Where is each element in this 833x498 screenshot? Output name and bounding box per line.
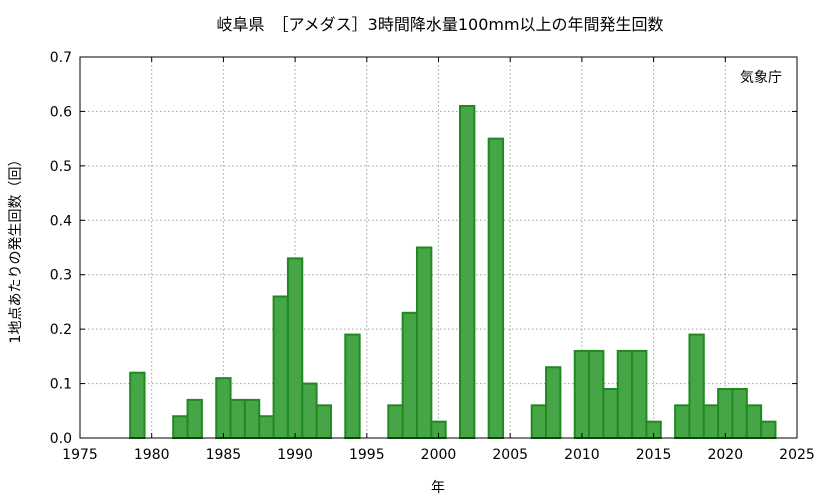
bar-2022: [745, 404, 763, 440]
y-tick-label: 0.5: [50, 159, 72, 175]
bar-2007: [530, 404, 548, 440]
bar-2014: [631, 349, 648, 439]
bars: [129, 104, 777, 440]
x-tick-label: 1990: [277, 447, 313, 463]
bar-2013: [616, 349, 634, 439]
x-tick-label: 2005: [492, 447, 528, 463]
bar-2004: [487, 137, 505, 439]
bar-1988: [258, 415, 275, 440]
x-tick-label: 2010: [564, 447, 600, 463]
chart-title: 岐阜県 ［アメダス］3時間降水量100mm以上の年間発生回数: [216, 15, 663, 34]
bar-2021: [731, 388, 748, 439]
bar-1997: [387, 404, 404, 440]
y-tick-label: 0.4: [50, 213, 72, 229]
y-tick-label: 0.0: [50, 431, 72, 447]
bar-2010: [573, 349, 591, 439]
bar-2017: [674, 404, 691, 440]
bar-1994: [344, 333, 361, 440]
y-tick-label: 0.3: [50, 268, 72, 284]
y-axis-label: 1地点あたりの発生回数（回）: [8, 153, 24, 344]
bar-2002: [459, 104, 476, 439]
bar-1999: [415, 246, 433, 439]
y-tick-label: 0.6: [50, 104, 72, 120]
bar-1991: [301, 382, 318, 440]
bar-1982: [172, 415, 189, 440]
bar-2012: [602, 388, 619, 439]
credit-label: 気象庁: [740, 70, 782, 86]
bar-1992: [315, 404, 332, 440]
bar-1985: [215, 377, 232, 439]
x-tick-label: 1975: [62, 447, 98, 463]
x-axis-ticks: 1975 1980 1985 1990 1995 2000 2005 2010 2015 2020…: [62, 57, 815, 463]
x-tick-label: 2025: [779, 447, 815, 463]
bar-2018: [688, 333, 705, 440]
y-tick-label: 0.1: [50, 377, 72, 393]
y-axis-ticks: 0.0 0.1 0.2 0.3 0.4 0.5 0.6 0.7: [50, 50, 797, 447]
x-tick-label: 1995: [349, 447, 385, 463]
x-tick-label: 2020: [707, 447, 743, 463]
bar-1979: [129, 371, 146, 439]
y-tick-label: 0.7: [50, 50, 72, 66]
bar-1987: [243, 398, 261, 439]
bar-1990: [286, 257, 304, 439]
x-axis-label: 年: [431, 480, 445, 496]
x-tick-label: 2000: [421, 447, 457, 463]
bar-1983: [186, 398, 203, 439]
bar-2008: [545, 366, 562, 439]
bar-2020: [717, 388, 734, 439]
bar-1989: [272, 295, 289, 439]
bar-1986: [229, 398, 246, 439]
x-tick-label: 1985: [206, 447, 242, 463]
bar-2023: [760, 420, 777, 439]
y-tick-label: 0.2: [50, 322, 72, 338]
x-tick-label: 2015: [636, 447, 672, 463]
bar-2011: [588, 349, 605, 439]
x-tick-label: 1980: [134, 447, 170, 463]
bar-2019: [702, 404, 720, 440]
bar-1998: [401, 311, 418, 440]
